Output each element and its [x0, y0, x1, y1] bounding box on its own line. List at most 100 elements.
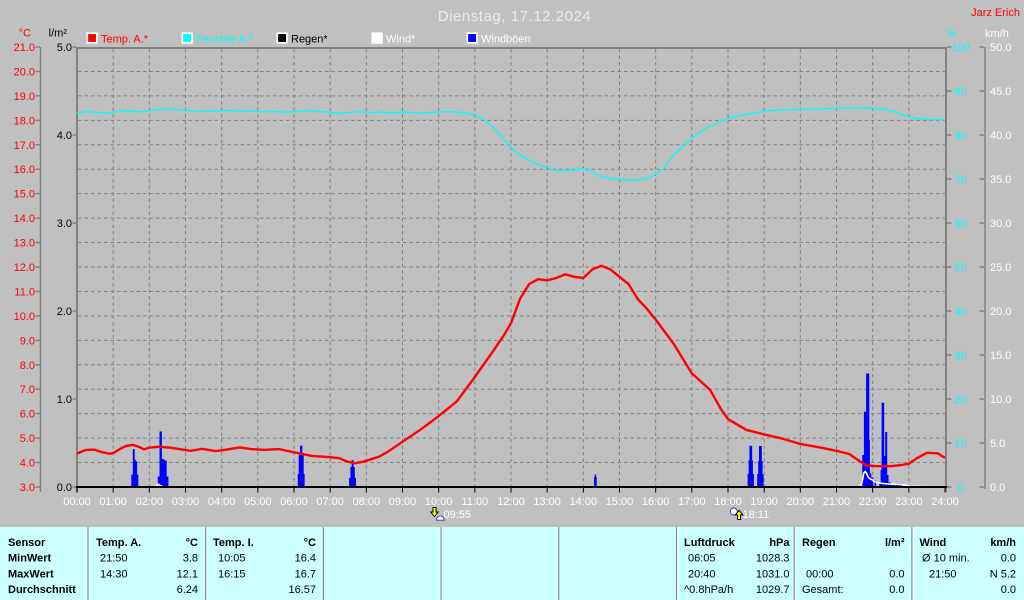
- svg-text:°C: °C: [186, 537, 198, 549]
- svg-text:Temp. A.*: Temp. A.*: [101, 34, 149, 46]
- svg-text:12.0: 12.0: [14, 262, 35, 274]
- svg-text:14:00: 14:00: [570, 496, 598, 508]
- svg-text:Jarz Erich: Jarz Erich: [971, 7, 1020, 19]
- svg-text:20:40: 20:40: [688, 569, 716, 581]
- svg-text:Feuchte A.*: Feuchte A.*: [196, 34, 254, 46]
- svg-text:16.4: 16.4: [295, 553, 316, 565]
- svg-text:13.0: 13.0: [14, 238, 35, 250]
- svg-text:22:00: 22:00: [859, 496, 887, 508]
- svg-text:21:50: 21:50: [100, 553, 128, 565]
- svg-text:40: 40: [954, 306, 966, 318]
- svg-text:2.0: 2.0: [57, 306, 72, 318]
- svg-text:9.0: 9.0: [20, 335, 35, 347]
- svg-text:13:00: 13:00: [533, 496, 561, 508]
- svg-text:20.0: 20.0: [14, 66, 35, 78]
- svg-text:11.0: 11.0: [14, 286, 35, 298]
- svg-text:Luftdruck: Luftdruck: [684, 537, 736, 549]
- svg-text:21.0: 21.0: [14, 42, 35, 54]
- svg-text:10.0: 10.0: [14, 311, 35, 323]
- svg-text:16.0: 16.0: [14, 164, 35, 176]
- svg-text:06:05: 06:05: [688, 553, 716, 565]
- svg-text:18:00: 18:00: [714, 496, 742, 508]
- svg-text:6.24: 6.24: [177, 584, 198, 596]
- svg-text:70: 70: [954, 174, 966, 186]
- svg-text:°C: °C: [19, 28, 31, 40]
- svg-text:45.0: 45.0: [990, 86, 1011, 98]
- svg-text:km/h: km/h: [985, 28, 1009, 40]
- svg-text:14:30: 14:30: [100, 569, 128, 581]
- svg-text:15.0: 15.0: [14, 189, 35, 201]
- svg-text:0.0: 0.0: [1001, 553, 1016, 565]
- svg-text:04:00: 04:00: [208, 496, 236, 508]
- svg-text:Regen: Regen: [802, 537, 836, 549]
- svg-text:0.0: 0.0: [889, 569, 904, 581]
- svg-text:Durchschnitt: Durchschnitt: [8, 584, 76, 596]
- svg-text:Dienstag, 17.12.2024: Dienstag, 17.12.2024: [438, 8, 592, 25]
- svg-text:09:55: 09:55: [444, 509, 472, 521]
- svg-text:km/h: km/h: [990, 537, 1016, 549]
- svg-text:5.0: 5.0: [57, 42, 72, 54]
- svg-text:10:00: 10:00: [425, 496, 453, 508]
- svg-text:06:00: 06:00: [280, 496, 308, 508]
- svg-text:14.0: 14.0: [14, 213, 35, 225]
- svg-text:0.0: 0.0: [990, 482, 1005, 494]
- svg-text:09:00: 09:00: [389, 496, 417, 508]
- svg-text:90: 90: [954, 86, 966, 98]
- svg-text:^0.8hPa/h: ^0.8hPa/h: [684, 584, 733, 596]
- svg-text:4.0: 4.0: [57, 130, 72, 142]
- svg-text:MinWert: MinWert: [8, 553, 52, 565]
- svg-text:10:05: 10:05: [218, 553, 246, 565]
- svg-text:25.0: 25.0: [990, 262, 1011, 274]
- svg-text:24:00: 24:00: [931, 496, 959, 508]
- svg-text:50.0: 50.0: [990, 42, 1011, 54]
- svg-text:12:00: 12:00: [497, 496, 525, 508]
- svg-text:20:00: 20:00: [787, 496, 815, 508]
- svg-text:7.0: 7.0: [20, 384, 35, 396]
- svg-text:00:00: 00:00: [63, 496, 91, 508]
- svg-text:19:00: 19:00: [750, 496, 778, 508]
- svg-text:6.0: 6.0: [20, 409, 35, 421]
- svg-text:05:00: 05:00: [244, 496, 272, 508]
- svg-text:1031.0: 1031.0: [756, 569, 790, 581]
- svg-text:50: 50: [954, 262, 966, 274]
- svg-text:3.8: 3.8: [183, 553, 198, 565]
- svg-text:0.0: 0.0: [57, 482, 72, 494]
- svg-text:Wind*: Wind*: [386, 34, 416, 46]
- svg-text:Temp. I.: Temp. I.: [213, 537, 254, 549]
- svg-text:5.0: 5.0: [20, 433, 35, 445]
- svg-text:0.0: 0.0: [889, 584, 904, 596]
- svg-text:3.0: 3.0: [20, 482, 35, 494]
- svg-text:11:00: 11:00: [461, 496, 488, 508]
- svg-text:40.0: 40.0: [990, 130, 1011, 142]
- svg-text:00:00: 00:00: [806, 569, 834, 581]
- svg-text:16:15: 16:15: [218, 569, 246, 581]
- svg-text:35.0: 35.0: [990, 174, 1011, 186]
- svg-text:0: 0: [957, 482, 963, 494]
- svg-text:Windböen: Windböen: [481, 34, 531, 46]
- svg-text:03:00: 03:00: [172, 496, 200, 508]
- svg-text:30: 30: [954, 350, 966, 362]
- svg-text:MaxWert: MaxWert: [8, 569, 54, 581]
- svg-text:19.0: 19.0: [14, 91, 35, 103]
- svg-text:23:00: 23:00: [895, 496, 923, 508]
- svg-text:Wind: Wind: [920, 537, 947, 549]
- svg-text:16.7: 16.7: [295, 569, 316, 581]
- svg-text:1029.7: 1029.7: [756, 584, 790, 596]
- svg-text:17.0: 17.0: [14, 140, 35, 152]
- svg-text:Ø 10 min.: Ø 10 min.: [922, 553, 970, 565]
- svg-text:1028.3: 1028.3: [756, 553, 790, 565]
- svg-text:1.0: 1.0: [57, 394, 72, 406]
- svg-text:l/m²: l/m²: [49, 28, 68, 40]
- svg-text:07:00: 07:00: [316, 496, 344, 508]
- svg-text:20: 20: [954, 394, 966, 406]
- svg-text:01:00: 01:00: [99, 496, 127, 508]
- svg-text:16:00: 16:00: [642, 496, 670, 508]
- svg-text:18.0: 18.0: [14, 115, 35, 127]
- svg-text:12.1: 12.1: [177, 569, 198, 581]
- svg-text:30.0: 30.0: [990, 218, 1011, 230]
- svg-text:15:00: 15:00: [606, 496, 634, 508]
- svg-text:8.0: 8.0: [20, 360, 35, 372]
- svg-text:Regen*: Regen*: [291, 34, 328, 46]
- svg-text:02:00: 02:00: [136, 496, 164, 508]
- svg-text:60: 60: [954, 218, 966, 230]
